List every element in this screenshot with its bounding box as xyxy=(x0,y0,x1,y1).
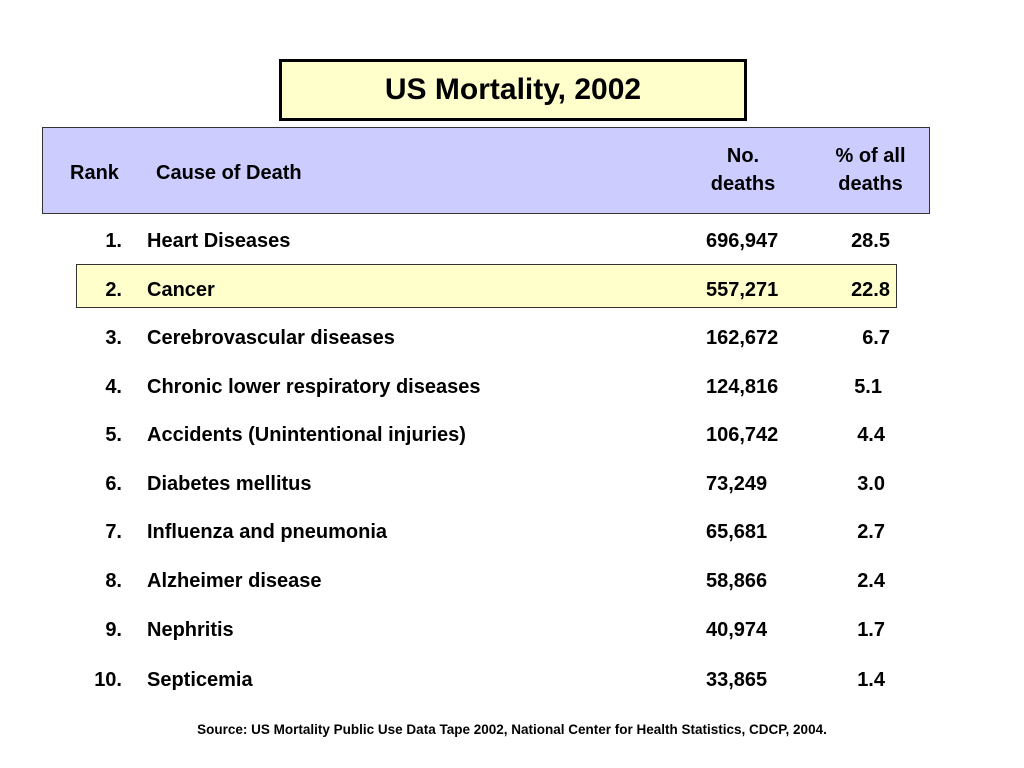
row-deaths: 557,271 xyxy=(706,279,779,301)
row-percent: 28.5 xyxy=(851,230,890,252)
row-cause: Chronic lower respiratory diseases xyxy=(147,376,481,398)
row-cause: Alzheimer disease xyxy=(147,570,322,592)
table-row: 6. Diabetes mellitus 73,249 3.0 xyxy=(0,469,1024,499)
header-percent: % of all deaths xyxy=(818,142,923,198)
row-rank: 7. xyxy=(105,521,122,543)
row-percent: 2.7 xyxy=(857,521,885,543)
row-rank: 4. xyxy=(105,376,122,398)
row-percent: 4.4 xyxy=(857,424,885,446)
row-deaths: 40,974 xyxy=(706,619,768,641)
row-cause: Cerebrovascular diseases xyxy=(147,327,395,349)
table-row-highlighted: 2. Cancer 557,271 22.8 xyxy=(0,275,1024,305)
row-percent: 5.1 xyxy=(854,376,882,398)
header-deaths-line2: deaths xyxy=(710,173,776,195)
table-row: 4. Chronic lower respiratory diseases 12… xyxy=(0,372,1024,402)
row-rank: 1. xyxy=(105,230,122,252)
row-cause: Diabetes mellitus xyxy=(147,473,312,495)
header-deaths-line1: No. xyxy=(726,145,760,167)
row-cause: Heart Diseases xyxy=(147,230,291,252)
header-percent-line2: deaths xyxy=(838,173,903,195)
row-percent: 6.7 xyxy=(862,327,890,349)
row-percent: 2.4 xyxy=(857,570,885,592)
page-title: US Mortality, 2002 xyxy=(279,59,747,121)
row-deaths: 58,866 xyxy=(706,570,768,592)
row-deaths: 65,681 xyxy=(706,521,768,543)
row-rank: 10. xyxy=(94,669,122,691)
row-deaths: 73,249 xyxy=(706,473,768,495)
row-cause: Influenza and pneumonia xyxy=(147,521,388,543)
row-cause: Septicemia xyxy=(147,669,253,691)
row-deaths: 696,947 xyxy=(706,230,779,252)
table-row: 9. Nephritis 40,974 1.7 xyxy=(0,615,1024,645)
table-header: Rank Cause of Death No. deaths % of all … xyxy=(42,127,930,214)
row-rank: 6. xyxy=(105,473,122,495)
table-row: 7. Influenza and pneumonia 65,681 2.7 xyxy=(0,517,1024,547)
table-row: 3. Cerebrovascular diseases 162,672 6.7 xyxy=(0,323,1024,353)
row-rank: 8. xyxy=(105,570,122,592)
table-row: 5. Accidents (Unintentional injuries) 10… xyxy=(0,420,1024,450)
row-percent: 1.7 xyxy=(857,619,885,641)
row-deaths: 162,672 xyxy=(706,327,779,349)
highlighted-row-box xyxy=(76,264,897,308)
source-note: Source: US Mortality Public Use Data Tap… xyxy=(197,722,827,737)
row-cause: Accidents (Unintentional injuries) xyxy=(147,424,466,446)
row-cause: Cancer xyxy=(147,279,215,301)
row-percent: 1.4 xyxy=(857,669,885,691)
row-cause: Nephritis xyxy=(147,619,234,641)
row-deaths: 33,865 xyxy=(706,669,768,691)
row-deaths: 124,816 xyxy=(706,376,779,398)
row-percent: 3.0 xyxy=(857,473,885,495)
row-rank: 5. xyxy=(105,424,122,446)
row-rank: 2. xyxy=(105,279,122,301)
table-row: 10. Septicemia 33,865 1.4 xyxy=(0,665,1024,695)
row-deaths: 106,742 xyxy=(706,424,779,446)
header-cause: Cause of Death xyxy=(156,162,302,184)
table-row: 1. Heart Diseases 696,947 28.5 xyxy=(0,226,1024,256)
table-row: 8. Alzheimer disease 58,866 2.4 xyxy=(0,566,1024,596)
row-percent: 22.8 xyxy=(851,279,890,301)
header-percent-line1: % of all xyxy=(835,145,906,167)
row-rank: 9. xyxy=(105,619,122,641)
header-deaths: No. deaths xyxy=(695,142,791,198)
header-rank: Rank xyxy=(70,162,119,184)
row-rank: 3. xyxy=(105,327,122,349)
